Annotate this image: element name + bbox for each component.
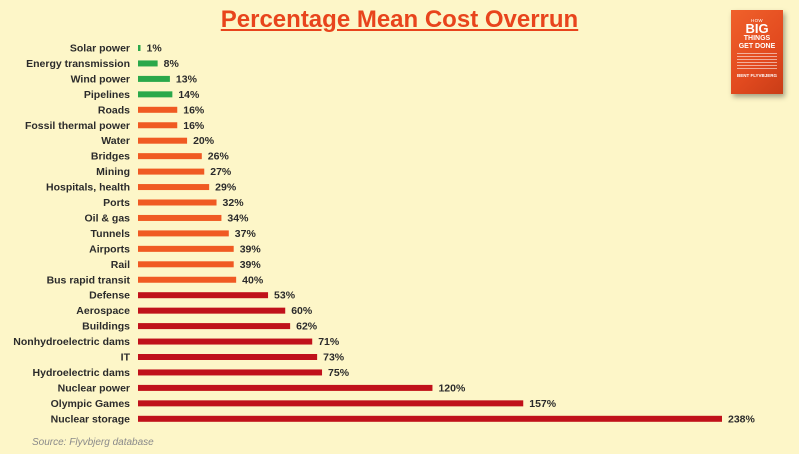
value-label-water: 20% xyxy=(193,135,215,147)
value-label-solar-power: 1% xyxy=(147,43,163,55)
bar-tunnels xyxy=(138,230,229,237)
book-subtitle-lines xyxy=(737,53,777,69)
category-label-nonhydroelectric-dams: Nonhydroelectric dams xyxy=(13,336,130,348)
category-label-it: IT xyxy=(121,352,131,364)
category-label-solar-power: Solar power xyxy=(70,43,130,55)
book-title-line2: BIG xyxy=(745,21,769,36)
bar-water xyxy=(138,137,188,144)
category-label-oil-gas: Oil & gas xyxy=(84,212,130,224)
bar-olympic-games xyxy=(138,400,524,407)
bar-solar-power xyxy=(138,45,141,51)
book-title-line1: HOW xyxy=(751,18,763,23)
bar-buildings xyxy=(138,323,291,330)
book-authors: BENT FLYVBJERG xyxy=(736,73,778,78)
book-cover-image: HOW BIG THINGS GET DONE BENT FLYVBJERG xyxy=(731,10,783,94)
chart-title: Percentage Mean Cost Overrun xyxy=(220,6,579,33)
category-label-defense: Defense xyxy=(89,290,130,302)
bar-airports xyxy=(138,245,234,252)
bar-bus-rapid-transit xyxy=(138,276,237,283)
bar-energy-transmission xyxy=(138,60,158,67)
value-label-mining: 27% xyxy=(210,166,232,178)
bar-nonhydroelectric-dams xyxy=(138,338,313,345)
value-label-bus-rapid-transit: 40% xyxy=(242,274,264,286)
category-label-aerospace: Aerospace xyxy=(76,305,130,317)
category-label-energy-transmission: Energy transmission xyxy=(26,58,130,70)
category-label-hospitals-health: Hospitals, health xyxy=(46,182,130,194)
bar-aerospace xyxy=(138,307,286,314)
bar-bridges xyxy=(138,153,202,160)
bar-nuclear-power xyxy=(138,384,433,391)
value-label-olympic-games: 157% xyxy=(529,398,557,410)
category-label-fossil-thermal-power: Fossil thermal power xyxy=(25,120,130,132)
bar-hydroelectric-dams xyxy=(138,369,323,376)
bar-it xyxy=(138,354,318,360)
category-label-water: Water xyxy=(101,135,130,147)
category-label-ports: Ports xyxy=(103,197,130,209)
category-label-pipelines: Pipelines xyxy=(84,89,130,101)
value-label-oil-gas: 34% xyxy=(227,212,249,224)
bar-roads xyxy=(138,106,178,113)
value-label-it: 73% xyxy=(323,352,345,364)
category-label-rail: Rail xyxy=(111,259,130,271)
category-label-nuclear-power: Nuclear power xyxy=(58,382,130,394)
bar-rail xyxy=(138,261,234,268)
value-label-bridges: 26% xyxy=(208,151,230,163)
category-label-olympic-games: Olympic Games xyxy=(51,398,131,410)
value-label-aerospace: 60% xyxy=(291,305,313,317)
value-label-wind-power: 13% xyxy=(176,73,198,85)
category-label-bridges: Bridges xyxy=(91,151,130,163)
bar-defense xyxy=(138,292,269,299)
value-label-ports: 32% xyxy=(223,197,245,209)
value-label-defense: 53% xyxy=(274,290,296,302)
bar-pipelines xyxy=(138,91,173,98)
value-label-airports: 39% xyxy=(240,243,262,255)
source-note: Source: Flyvbjerg database xyxy=(32,437,154,448)
bar-ports xyxy=(138,199,217,206)
value-label-roads: 16% xyxy=(183,104,205,116)
value-label-nuclear-power: 120% xyxy=(438,382,466,394)
bar-nuclear-storage xyxy=(138,415,722,422)
category-label-bus-rapid-transit: Bus rapid transit xyxy=(47,274,131,286)
value-label-tunnels: 37% xyxy=(235,228,257,240)
category-label-nuclear-storage: Nuclear storage xyxy=(51,413,131,425)
category-label-airports: Airports xyxy=(89,243,130,255)
category-label-buildings: Buildings xyxy=(82,321,130,333)
book-title-line4: GET DONE xyxy=(738,43,776,50)
value-label-hydroelectric-dams: 75% xyxy=(328,367,350,379)
bar-mining xyxy=(138,168,205,175)
category-label-wind-power: Wind power xyxy=(71,73,130,85)
value-label-hospitals-health: 29% xyxy=(215,182,237,194)
value-label-nonhydroelectric-dams: 71% xyxy=(318,336,340,348)
bar-hospitals-health xyxy=(138,184,210,191)
category-label-tunnels: Tunnels xyxy=(91,228,131,240)
category-label-hydroelectric-dams: Hydroelectric dams xyxy=(33,367,131,379)
bar-fossil-thermal-power xyxy=(138,122,178,129)
value-label-energy-transmission: 8% xyxy=(164,58,180,70)
value-label-pipelines: 14% xyxy=(178,89,200,101)
value-label-rail: 39% xyxy=(240,259,262,271)
category-label-mining: Mining xyxy=(96,166,130,178)
value-label-nuclear-storage: 238% xyxy=(728,413,756,425)
category-label-roads: Roads xyxy=(98,104,130,116)
bar-wind-power xyxy=(138,75,170,82)
value-label-buildings: 62% xyxy=(296,321,318,333)
book-title-line3: THINGS xyxy=(743,35,771,42)
bar-oil-gas xyxy=(138,214,222,221)
value-label-fossil-thermal-power: 16% xyxy=(183,120,205,132)
